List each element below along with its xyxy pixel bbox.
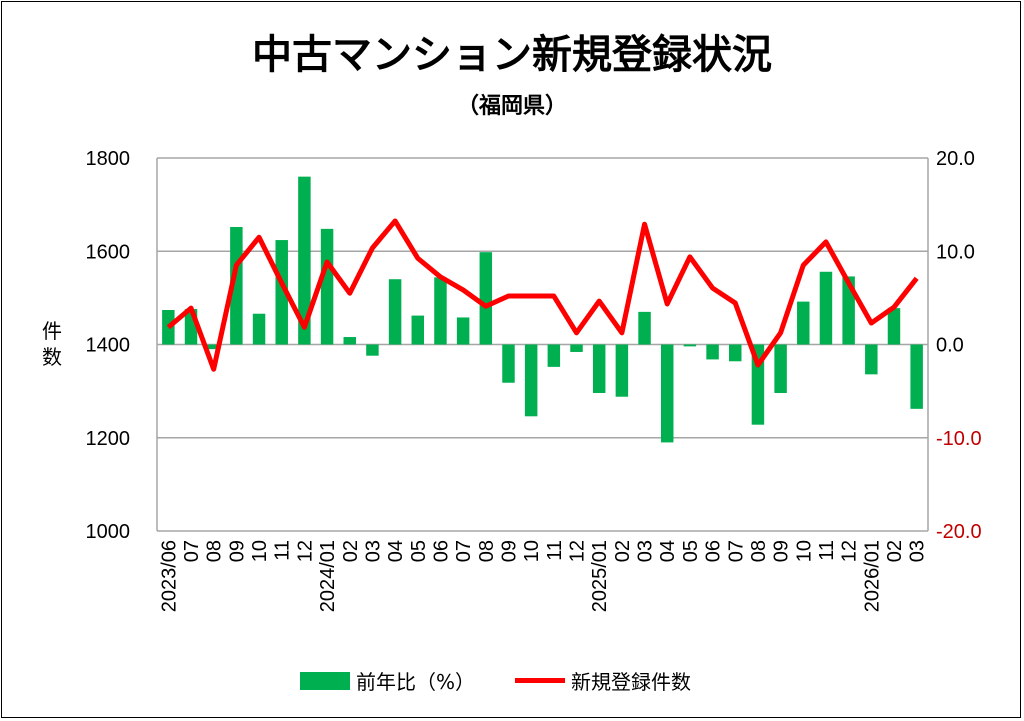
bar (638, 311, 651, 345)
bar (320, 228, 334, 345)
left-tick-label: 1200 (86, 428, 131, 450)
x-tick-label: 11 (544, 540, 566, 561)
x-tick-label: 2026/01 (861, 540, 883, 612)
x-tick-label: 08 (204, 540, 226, 562)
x-tick-label: 02 (612, 540, 634, 562)
chart-title: 中古マンション新規登録状況 (252, 32, 772, 78)
right-tick-label: -10.0 (936, 428, 982, 450)
bar (434, 277, 447, 345)
bar (887, 308, 901, 345)
x-tick-label: 07 (725, 540, 747, 562)
x-tick-label: 10 (249, 540, 271, 562)
chart-subtitle: （福岡県） (456, 94, 567, 119)
x-tick-label: 10 (793, 540, 815, 562)
legend-bar-swatch (300, 671, 350, 690)
bar (819, 271, 833, 345)
x-tick-label: 11 (816, 540, 838, 561)
left-tick-label: 1000 (86, 521, 131, 543)
x-tick-label: 06 (430, 540, 452, 562)
bar (910, 344, 923, 409)
x-tick-label: 2025/01 (589, 540, 611, 612)
bar (343, 337, 356, 345)
bar (774, 344, 787, 393)
x-tick-label: 09 (498, 540, 520, 562)
left-tick-label: 1800 (86, 148, 131, 170)
x-tick-label: 02 (340, 540, 362, 562)
bar (706, 344, 719, 360)
x-tick-label: 04 (657, 540, 679, 562)
legend: 前年比（%） 新規登録件数 (300, 666, 691, 695)
bar (388, 279, 402, 345)
x-tick-label: 07 (453, 540, 475, 562)
x-tick-label: 09 (771, 540, 793, 562)
bar (366, 344, 379, 356)
right-tick-label: 0.0 (936, 335, 964, 357)
x-tick-label: 12 (567, 540, 589, 562)
bar (252, 313, 266, 345)
bar (502, 344, 515, 383)
bar (797, 301, 810, 345)
bar (456, 317, 470, 345)
right-tick-label: 10.0 (936, 241, 975, 263)
bar (479, 252, 493, 345)
x-tick-label: 09 (226, 540, 248, 562)
x-tick-label: 05 (408, 540, 430, 562)
left-tick-label: 1600 (86, 241, 131, 263)
legend-line-label: 新規登録件数 (571, 670, 692, 694)
bar (615, 344, 629, 397)
bar (570, 344, 583, 352)
bar (660, 344, 674, 443)
x-tick-label: 06 (703, 540, 725, 562)
legend-line-swatch (515, 678, 566, 683)
x-tick-label: 05 (680, 540, 702, 562)
y-axis-label: 件数 (42, 319, 62, 369)
x-tick-label: 07 (181, 540, 203, 562)
bar (207, 344, 220, 350)
bar (547, 344, 561, 367)
x-tick-label: 2024/01 (317, 540, 339, 612)
bar (298, 176, 311, 345)
x-tick-label: 12 (294, 540, 316, 562)
bar (230, 227, 243, 345)
x-tick-label: 03 (362, 540, 384, 562)
x-tick-label: 08 (748, 540, 770, 562)
bar (729, 344, 742, 362)
x-tick-label: 11 (272, 540, 294, 561)
bar (275, 240, 288, 345)
bar (411, 315, 425, 345)
left-tick-label: 1400 (86, 335, 131, 357)
x-tick-label: 12 (839, 540, 861, 562)
right-tick-label: -20.0 (936, 521, 982, 543)
x-tick-label: 03 (635, 540, 657, 562)
bar (683, 344, 697, 347)
line-series (166, 218, 919, 372)
bar (592, 344, 606, 393)
legend-bar-label: 前年比（%） (356, 670, 476, 694)
bar (524, 344, 538, 417)
x-tick-label: 03 (907, 540, 929, 562)
bar (865, 344, 878, 375)
x-tick-label: 10 (521, 540, 543, 562)
x-tick-label: 2023/06 (158, 540, 180, 612)
right-tick-label: 20.0 (936, 148, 975, 170)
x-tick-label: 08 (476, 540, 498, 562)
x-tick-label: 02 (884, 540, 906, 562)
x-tick-label: 04 (385, 540, 407, 562)
